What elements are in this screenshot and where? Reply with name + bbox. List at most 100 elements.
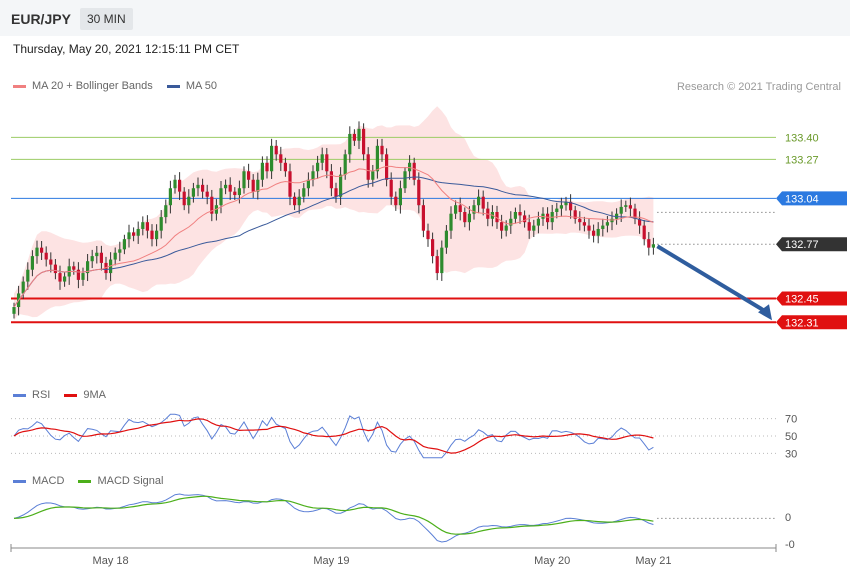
x-tick-label: May 18 <box>93 555 129 567</box>
candle-body <box>467 213 471 223</box>
candle-body <box>440 247 444 274</box>
candle-body <box>642 225 646 240</box>
rsi-line <box>13 413 654 459</box>
legend-item-rsi-ma: 9MA <box>64 389 106 401</box>
candle-body <box>412 162 416 180</box>
bollinger-band-fill <box>14 106 654 321</box>
candle-body <box>559 205 563 209</box>
candle-body <box>210 196 214 214</box>
candle-body <box>398 188 402 206</box>
candle-body <box>40 247 44 253</box>
candle-body <box>49 259 53 265</box>
candle-body <box>30 256 34 270</box>
candle-body <box>357 128 361 141</box>
candle-body <box>35 247 39 257</box>
level-tag-shape <box>776 315 847 330</box>
ma50-line <box>13 176 654 308</box>
candle-body <box>182 191 186 206</box>
level-tag-shape <box>776 291 847 306</box>
legend-label-ma50: MA 50 <box>185 80 218 92</box>
candle-body <box>366 154 370 180</box>
research-credit: Research © 2021 Trading Central <box>676 81 841 93</box>
level-tag-shape <box>776 191 847 206</box>
candle-body <box>178 179 182 192</box>
candle-body <box>145 222 149 231</box>
rsi-ma-line <box>13 418 654 454</box>
candle-body <box>251 179 255 192</box>
candle-body <box>628 205 632 209</box>
candle-body <box>320 154 324 163</box>
candle-body <box>573 210 577 219</box>
candle-body <box>237 188 241 196</box>
candle-body <box>155 230 159 240</box>
level-tag-132.77: 132.77 <box>776 237 847 252</box>
candle-body <box>265 162 269 172</box>
timeframe-badge[interactable]: 30 MIN <box>80 8 133 30</box>
level-tag-132.45: 132.45 <box>776 291 847 306</box>
candle-body <box>633 208 637 219</box>
candle-body <box>196 184 200 189</box>
macd-tick-zero: 0 <box>785 512 791 524</box>
candle-body <box>638 218 642 226</box>
candle-body <box>513 212 517 219</box>
macd-tick-negzero: -0 <box>785 539 795 551</box>
candle-body <box>283 162 287 172</box>
level-tag-text: 133.04 <box>785 193 819 205</box>
candle-body <box>348 133 352 155</box>
candle-body <box>458 205 462 212</box>
legend-label-ma20: MA 20 + Bollinger Bands <box>32 80 153 92</box>
chart-header: EUR/JPY 30 MIN <box>0 0 850 36</box>
timestamp: Thursday, May 20, 2021 12:15:11 PM CET <box>13 42 240 56</box>
x-tick-label: May 21 <box>635 555 671 567</box>
candle-body <box>339 174 343 197</box>
legend-label-macd: MACD <box>32 475 65 487</box>
candle-body <box>136 228 140 236</box>
candle-body <box>477 196 481 206</box>
candle-body <box>500 222 504 231</box>
symbol-label: EUR/JPY <box>11 11 71 27</box>
candle-body <box>293 196 297 206</box>
candle-body <box>325 154 329 172</box>
macd-legend: MACD MACD Signal <box>13 475 174 487</box>
candle-body <box>408 162 412 172</box>
candle-body <box>362 128 366 155</box>
rsi-legend: RSI 9MA <box>13 389 117 401</box>
candle-body <box>242 171 246 189</box>
level-label-133.27: 133.27 <box>785 154 819 166</box>
candle-body <box>385 154 389 180</box>
candle-body <box>601 225 605 229</box>
candle-body <box>389 179 393 197</box>
candle-body <box>592 230 596 236</box>
candle-body <box>435 256 439 274</box>
legend-item-macd: MACD <box>13 475 64 487</box>
candle-body <box>150 230 154 240</box>
level-tag-text: 132.77 <box>785 239 819 251</box>
candle-body <box>297 196 301 206</box>
candle-body <box>63 276 67 282</box>
candle-body <box>564 201 568 206</box>
candle-body <box>375 145 379 172</box>
candle-body <box>329 171 333 189</box>
candle-body <box>44 252 48 260</box>
candle-body <box>569 201 573 211</box>
candle-body <box>288 171 292 197</box>
candle-body <box>523 215 527 223</box>
candle-body <box>81 273 85 280</box>
level-tag-133.04: 133.04 <box>776 191 847 206</box>
rsi-tick-30: 30 <box>785 448 797 460</box>
candle-body <box>224 184 228 189</box>
forecast-arrow-head <box>758 304 772 321</box>
candle-body <box>58 273 62 282</box>
candle-body <box>187 196 191 206</box>
candle-body <box>270 145 274 172</box>
candle-body <box>536 218 540 226</box>
legend-label-macd-signal: MACD Signal <box>97 475 164 487</box>
candle-body <box>26 269 30 282</box>
candle-body <box>72 266 76 270</box>
candle-body <box>587 225 591 231</box>
candle-body <box>619 206 623 214</box>
x-tick-label: May 20 <box>534 555 570 567</box>
candle-body <box>527 222 531 231</box>
candle-body <box>532 225 536 231</box>
